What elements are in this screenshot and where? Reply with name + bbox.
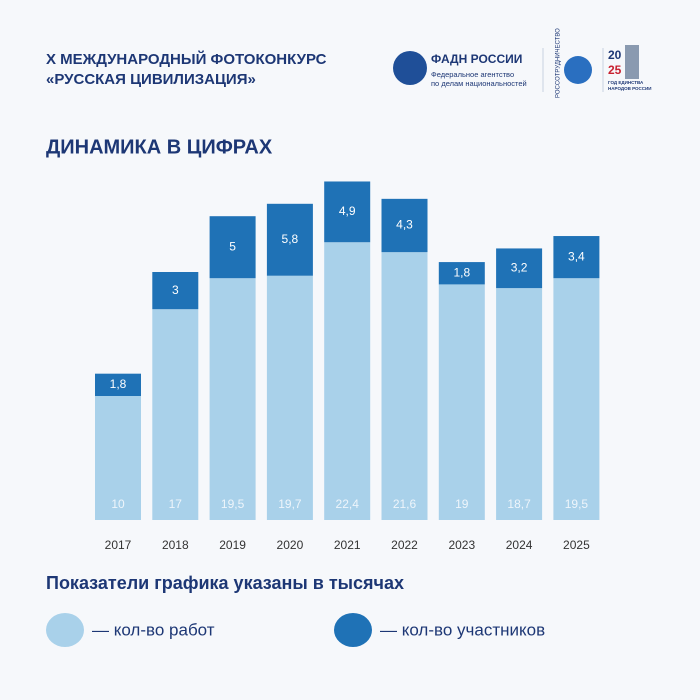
- x-tick-label: 2022: [391, 538, 418, 552]
- bar-segment: [266, 275, 313, 520]
- bar-segment: [438, 284, 485, 520]
- bar-segment: [266, 203, 313, 276]
- value-label: 3,2: [511, 260, 528, 274]
- value-label: 1,8: [110, 377, 127, 391]
- value-label: 5: [229, 239, 236, 253]
- legend-swatch: [334, 613, 372, 647]
- logo-text: по делам национальностей: [431, 79, 527, 88]
- value-label: 4,3: [396, 218, 413, 232]
- header-title: «РУССКАЯ ЦИВИЛИЗАЦИЯ»: [46, 71, 256, 88]
- bar-segment: [553, 236, 600, 279]
- bar-segment: [95, 373, 141, 396]
- x-tick-label: 2017: [105, 538, 132, 552]
- fadn-emblem: [393, 51, 427, 85]
- value-label: 18,7: [507, 497, 531, 511]
- value-label: 4,9: [339, 204, 356, 218]
- logo-text: Федеральное агентство: [431, 70, 514, 79]
- value-label: 19,5: [221, 497, 245, 511]
- logo-text: НАРОДОВ РОССИИ: [608, 86, 652, 91]
- x-tick-label: 2025: [563, 538, 590, 552]
- legend-label: — кол-во работ: [92, 620, 215, 639]
- bar-segment: [381, 252, 428, 520]
- x-tick-label: 2023: [448, 538, 475, 552]
- bar-segment: [381, 198, 428, 253]
- legend-label: — кол-во участников: [380, 620, 545, 639]
- rossotr-emblem: [564, 56, 592, 84]
- value-label: 21,6: [393, 497, 417, 511]
- bar-segment: [324, 181, 371, 243]
- x-tick-label: 2020: [277, 538, 304, 552]
- bar-segment: [209, 278, 256, 520]
- logo-year: 25: [608, 63, 622, 77]
- value-label: 5,8: [282, 232, 299, 246]
- bar-segment: [152, 272, 199, 310]
- value-label: 19,7: [278, 497, 302, 511]
- value-label: 3,4: [568, 249, 585, 263]
- chart-title: ДИНАМИКА В ЦИФРАХ: [46, 136, 273, 158]
- value-label: 22,4: [336, 497, 360, 511]
- x-tick-label: 2019: [219, 538, 246, 552]
- logo-name: ФАДН РОССИИ: [431, 52, 522, 66]
- monument: [625, 45, 639, 79]
- header-title: X МЕЖДУНАРОДНЫЙ ФОТОКОНКУРС: [46, 50, 327, 68]
- legend-swatch: [46, 613, 84, 647]
- value-label: 17: [169, 497, 183, 511]
- value-label: 1,8: [453, 265, 470, 279]
- x-tick-label: 2018: [162, 538, 189, 552]
- logo-text: ГОД ЕДИНСТВА: [608, 80, 644, 85]
- logo-year: 20: [608, 48, 622, 62]
- value-label: 10: [111, 497, 125, 511]
- bar-segment: [324, 242, 371, 521]
- x-tick-label: 2021: [334, 538, 361, 552]
- bar-segment: [209, 216, 256, 279]
- bar-segment: [152, 309, 199, 520]
- logo-text: РОССОТРУДНИЧЕСТВО: [556, 28, 562, 98]
- bar-segment: [496, 288, 543, 520]
- bar-segment: [438, 262, 485, 285]
- chart-note: Показатели графика указаны в тысячах: [46, 573, 404, 593]
- value-label: 19,5: [565, 497, 589, 511]
- value-label: 19: [455, 497, 469, 511]
- bar-segment: [496, 248, 543, 289]
- bar-segment: [553, 278, 600, 520]
- value-label: 3: [172, 283, 179, 297]
- x-tick-label: 2024: [506, 538, 533, 552]
- bar-segment: [95, 396, 141, 520]
